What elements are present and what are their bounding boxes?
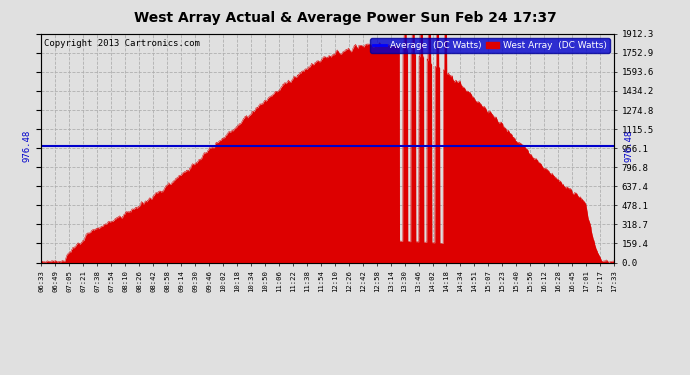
- Text: 976.48: 976.48: [22, 130, 31, 162]
- Text: 976.48: 976.48: [624, 130, 633, 162]
- Text: West Array Actual & Average Power Sun Feb 24 17:37: West Array Actual & Average Power Sun Fe…: [134, 11, 556, 25]
- Text: Copyright 2013 Cartronics.com: Copyright 2013 Cartronics.com: [44, 39, 200, 48]
- Legend: Average  (DC Watts), West Array  (DC Watts): Average (DC Watts), West Array (DC Watts…: [370, 38, 609, 53]
